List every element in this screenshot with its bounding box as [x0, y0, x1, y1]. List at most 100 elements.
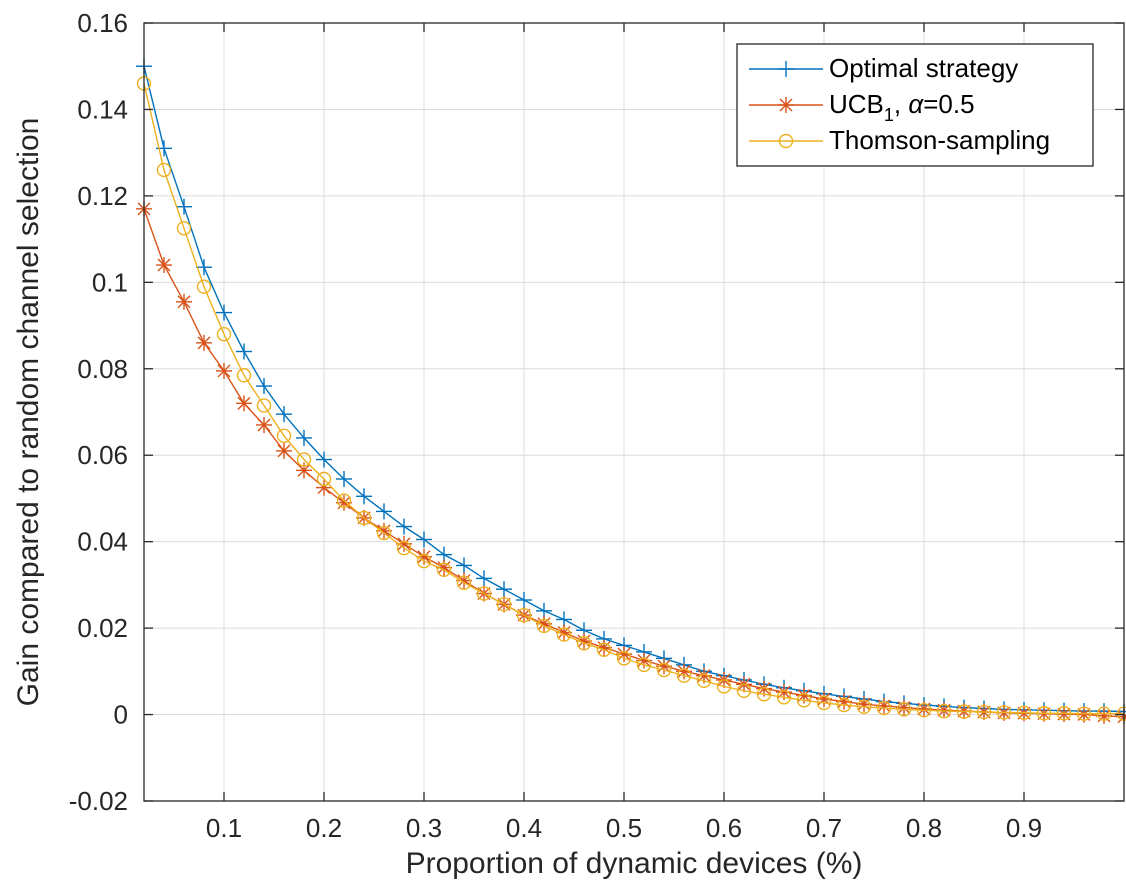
data-point: [356, 488, 372, 505]
data-point: [996, 705, 1012, 720]
data-point: [276, 428, 292, 443]
data-point: [896, 702, 912, 717]
data-point: [536, 618, 552, 634]
data-point: [236, 368, 252, 383]
data-point: [676, 668, 692, 683]
x-tick-label: 0.3: [406, 813, 442, 843]
x-axis-label: Proportion of dynamic devices (%): [406, 847, 863, 880]
data-point: [736, 683, 752, 698]
data-point: [416, 531, 432, 548]
data-point: [1036, 706, 1052, 721]
legend-ucb-subscript: 1: [884, 105, 894, 125]
data-point: [796, 693, 812, 708]
data-point: [196, 259, 212, 276]
data-point: [176, 198, 192, 215]
data-point: [316, 471, 332, 487]
data-point: [156, 257, 172, 274]
data-point: [236, 395, 252, 412]
data-point: [376, 525, 392, 541]
x-tick-label: 0.9: [1006, 813, 1042, 843]
data-point: [696, 673, 712, 689]
data-point: [196, 334, 212, 351]
series-layer: [136, 58, 1126, 725]
y-axis-label: Gain compared to random channel selectio…: [12, 118, 45, 707]
y-tick-label: 0.14: [77, 94, 128, 124]
data-point: [336, 470, 352, 487]
data-point: [836, 697, 852, 713]
data-point: [816, 695, 832, 711]
y-tick-label: 0.1: [92, 267, 128, 297]
legend-swatch-marker: [778, 133, 794, 149]
data-point: [856, 699, 872, 714]
data-point: [1076, 706, 1092, 721]
plot-border: [143, 22, 1125, 802]
y-tick-label: 0.02: [77, 613, 128, 643]
data-point: [316, 451, 332, 468]
x-tick-label: 0.2: [306, 813, 342, 843]
data-point: [396, 540, 412, 556]
data-point: [376, 522, 392, 539]
x-tick-label: 0.7: [806, 813, 842, 843]
x-tick-label: 0.8: [906, 813, 942, 843]
data-point: [216, 362, 232, 379]
y-tick-label: -0.02: [69, 786, 128, 816]
data-point: [376, 503, 392, 520]
data-point: [476, 570, 492, 587]
data-point: [296, 452, 312, 467]
data-point: [196, 279, 212, 294]
data-point: [916, 703, 932, 718]
y-tick-label: 0.06: [77, 440, 128, 470]
data-point: [876, 697, 892, 714]
data-point: [356, 510, 372, 526]
data-point: [156, 162, 172, 178]
data-point: [336, 493, 352, 508]
data-point: [876, 700, 892, 716]
data-point: [516, 607, 532, 623]
data-point: [176, 293, 192, 310]
data-point: [556, 627, 572, 642]
y-tick-label: 0.08: [77, 354, 128, 384]
data-point: [1096, 706, 1112, 721]
x-tick-label: 0.6: [706, 813, 742, 843]
data-point: [216, 327, 232, 342]
data-point: [716, 679, 732, 694]
data-point: [756, 687, 772, 702]
data-point: [436, 562, 452, 577]
data-point: [976, 704, 992, 720]
data-point: [296, 462, 312, 479]
data-point: [1016, 705, 1032, 721]
series-line: [143, 83, 1124, 715]
legend-entry-ucb1: UCB1, α=0.5: [829, 89, 975, 125]
series-2: [136, 76, 1126, 721]
x-tick-label: 0.4: [506, 813, 542, 843]
data-point: [496, 581, 512, 598]
data-point: [256, 416, 272, 433]
axis-ticks: 0.1 0.2 0.3 0.4 0.5 0.6 0.7 0.8 0.9 -0.02 0 0.02 0.0…: [69, 8, 1124, 843]
data-point: [256, 398, 272, 413]
data-point: [236, 343, 252, 360]
data-point: [596, 642, 612, 657]
data-point: [476, 586, 492, 601]
x-tick-label: 0.5: [606, 813, 642, 843]
data-point: [636, 657, 652, 673]
legend-entry-optimal-strategy: Optimal strategy: [829, 53, 1018, 83]
data-point: [396, 518, 412, 535]
data-point: [276, 442, 292, 459]
y-tick-label: 0.04: [77, 527, 128, 557]
data-point: [576, 636, 592, 651]
data-point: [276, 406, 292, 423]
legend-alpha-symbol: α: [908, 89, 924, 119]
legend-ucb-text: UCB: [829, 89, 884, 119]
data-point: [756, 680, 772, 697]
y-tick-label: 0.12: [77, 181, 128, 211]
data-point: [416, 553, 432, 569]
data-point: [296, 429, 312, 446]
x-tick-label: 0.1: [206, 813, 242, 843]
data-point: [176, 221, 192, 236]
data-point: [936, 703, 952, 719]
data-point: [336, 494, 352, 511]
legend-swatch-marker: [778, 61, 794, 77]
legend-swatches: [749, 61, 823, 149]
legend-entry-thomson-sampling: Thomson-sampling: [829, 125, 1050, 155]
data-point: [216, 304, 232, 321]
